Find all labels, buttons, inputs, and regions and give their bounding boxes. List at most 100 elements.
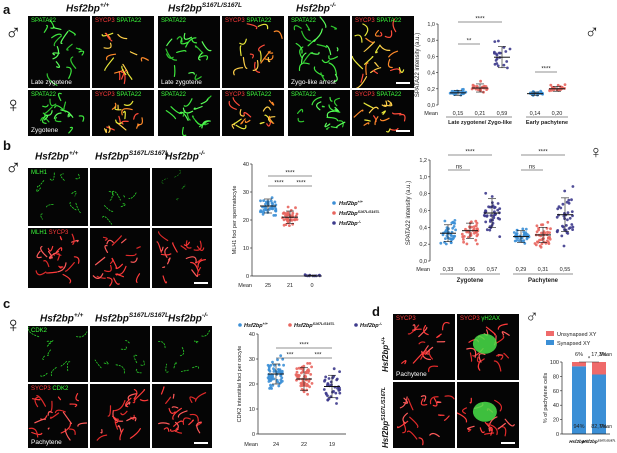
data-point bbox=[474, 238, 478, 242]
data-point bbox=[265, 208, 268, 212]
genotype-ko-b: Hsf2bp-/- bbox=[165, 150, 206, 163]
data-point bbox=[484, 220, 488, 224]
data-point bbox=[504, 50, 508, 53]
channel-label: SYCP3 bbox=[396, 316, 416, 322]
significance-label: *** bbox=[314, 353, 322, 359]
data-point bbox=[519, 237, 523, 240]
data-point bbox=[493, 206, 496, 210]
channel-label: MLH1 SYCP3 bbox=[31, 230, 69, 236]
data-point bbox=[331, 376, 334, 380]
micrograph-a-f-mut-spata22: SPATA22 bbox=[158, 90, 220, 136]
data-point bbox=[443, 219, 447, 223]
data-point bbox=[539, 245, 543, 249]
legend-swatch bbox=[332, 201, 336, 205]
data-point bbox=[502, 63, 506, 67]
group-label: Pachytene bbox=[528, 278, 559, 284]
y-tick-label: 0,8 bbox=[427, 38, 435, 44]
data-point bbox=[300, 371, 303, 375]
mean-value: 25 bbox=[265, 283, 271, 289]
data-point bbox=[279, 354, 283, 358]
channel-label: SYCP3 SPATA22 bbox=[355, 18, 402, 24]
mean-value: 19 bbox=[329, 442, 335, 448]
micrograph-a-f-mut-merge: SYCP3 SPATA22 bbox=[222, 90, 284, 136]
data-point bbox=[291, 213, 294, 217]
row-label-mut: Hsf2bpS167L/S167L bbox=[381, 386, 390, 448]
data-point bbox=[557, 205, 561, 209]
data-point bbox=[267, 368, 271, 372]
y-tick-label: 20 bbox=[553, 418, 559, 424]
data-point bbox=[262, 208, 266, 212]
data-point bbox=[547, 242, 551, 246]
micrograph-a-f-ko-merge: SYCP3 SPATA22 bbox=[352, 90, 414, 136]
mean-value: 0,31 bbox=[538, 267, 549, 273]
micrograph-c-wt-cdk2: CDK2 bbox=[28, 326, 88, 382]
data-point bbox=[540, 231, 543, 235]
data-point bbox=[550, 89, 554, 92]
data-point bbox=[535, 224, 539, 228]
data-point bbox=[546, 230, 549, 234]
data-point bbox=[453, 222, 457, 225]
micrograph-d-wt-merge: SYCP3 γH2AX bbox=[457, 314, 519, 380]
data-point bbox=[267, 374, 271, 377]
female-symbol: ♀ bbox=[5, 92, 22, 117]
data-point bbox=[270, 196, 274, 200]
male-symbol-b: ♂ bbox=[5, 155, 22, 180]
data-point bbox=[549, 227, 552, 231]
channel-label: SYCP3 SPATA22 bbox=[225, 92, 272, 98]
data-point bbox=[308, 385, 311, 389]
data-point bbox=[548, 237, 552, 241]
data-point bbox=[308, 362, 312, 365]
data-point bbox=[498, 207, 502, 211]
panel-label-a: a bbox=[3, 2, 11, 17]
channel-label: SYCP3 CDK2 bbox=[31, 386, 69, 392]
y-tick-label: 0,8 bbox=[419, 192, 427, 198]
mean-value: 0,29 bbox=[516, 267, 527, 273]
genotype-mut-header: Hsf2bpS167L/S167L bbox=[168, 2, 243, 15]
y-tick-label: 0 bbox=[556, 432, 559, 438]
data-point bbox=[570, 198, 573, 202]
significance-label: **** bbox=[299, 343, 309, 349]
data-point bbox=[324, 375, 328, 379]
micrograph-c-ko-cdk2 bbox=[152, 326, 212, 382]
male-symbol: ♂ bbox=[585, 21, 600, 43]
bar-value-label: 82,7% bbox=[591, 424, 607, 430]
mean-value: 0,59 bbox=[497, 111, 508, 117]
data-point bbox=[303, 375, 306, 379]
data-point bbox=[546, 220, 550, 224]
legend-swatch bbox=[288, 323, 292, 327]
data-point bbox=[496, 64, 500, 68]
y-tick-label: 0 bbox=[252, 432, 255, 438]
data-point bbox=[270, 201, 274, 205]
y-tick-label: 0,0 bbox=[427, 103, 435, 109]
data-point bbox=[489, 218, 492, 222]
scale-bar bbox=[501, 442, 515, 444]
mean-label: Mean bbox=[416, 267, 430, 273]
bar-value-label: 94% bbox=[573, 424, 584, 430]
data-point bbox=[295, 212, 299, 216]
legend-entry: Hsf2bp-/- bbox=[339, 220, 362, 227]
y-tick-label: 40 bbox=[249, 332, 255, 338]
significance-label: **** bbox=[465, 150, 475, 156]
micrograph-c-mut-merge bbox=[90, 384, 150, 448]
micrograph-c-ko-merge bbox=[152, 384, 212, 448]
y-tick-label: 20 bbox=[243, 218, 249, 224]
mean-label: Mean bbox=[244, 442, 258, 448]
data-point bbox=[565, 224, 568, 227]
data-point bbox=[259, 209, 263, 213]
data-point bbox=[284, 214, 287, 218]
y-tick-label: 0,0 bbox=[419, 259, 427, 265]
data-point bbox=[267, 366, 271, 369]
data-point bbox=[497, 39, 500, 43]
data-point bbox=[269, 379, 272, 383]
data-point bbox=[566, 211, 570, 215]
data-point bbox=[338, 370, 341, 373]
bar-value-label: 6% bbox=[575, 352, 583, 358]
data-point bbox=[476, 88, 480, 92]
data-point bbox=[571, 228, 574, 232]
data-point bbox=[444, 242, 448, 246]
micrograph-a-mut-merge: SYCP3 SPATA22 bbox=[222, 16, 284, 88]
mean-value: 0,33 bbox=[443, 267, 454, 273]
data-point bbox=[563, 189, 567, 193]
micrograph-a-wt-spata22: SPATA22 Late zygotene bbox=[28, 16, 90, 88]
data-point bbox=[273, 200, 277, 204]
